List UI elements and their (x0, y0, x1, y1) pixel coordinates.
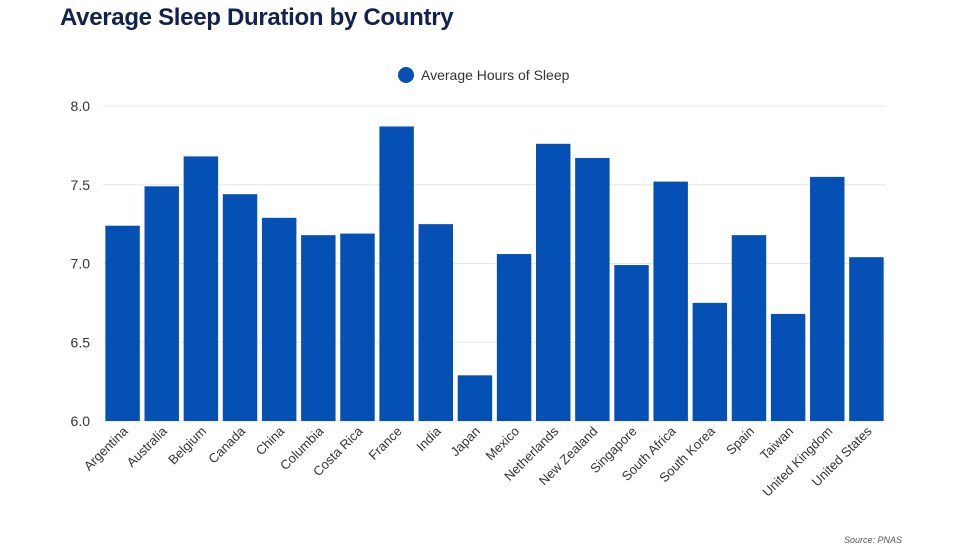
x-tick-label-france: France (366, 424, 405, 463)
gridlines (103, 105, 886, 422)
bar-india (418, 224, 454, 421)
bars (105, 126, 884, 422)
x-tick-label-china: China (253, 423, 288, 458)
bar-united-kingdom (810, 176, 845, 421)
bar-netherlands (535, 143, 571, 422)
chart-title: Average Sleep Duration by Country (60, 4, 454, 31)
x-tick-label-argentina: Argentina (81, 423, 132, 474)
bar-argentina (105, 225, 140, 421)
bar-columbia (301, 235, 336, 421)
y-tick-label-1: 6.5 (71, 334, 91, 350)
bar-china (261, 217, 297, 421)
bar-south-africa (653, 181, 688, 421)
legend-label: Average Hours of Sleep (421, 67, 570, 83)
bar-canada (222, 194, 258, 421)
x-tick-label-india: India (413, 423, 444, 454)
bar-japan (457, 375, 493, 421)
bar-australia (144, 186, 179, 421)
y-tick-label-3: 7.5 (71, 177, 91, 193)
bar-united-states (849, 257, 884, 421)
y-axis-ticks: 6.0 6.5 7.0 7.5 8.0 (71, 98, 91, 429)
x-tick-label-japan: Japan (447, 424, 483, 460)
bar-new-zealand (575, 157, 610, 421)
x-tick-label-united-kingdom: United Kingdom (759, 424, 835, 500)
bar-belgium (183, 156, 219, 421)
x-tick-label-australia: Australia (123, 423, 170, 470)
bar-taiwan (770, 313, 806, 421)
x-tick-label-spain: Spain (723, 424, 757, 458)
bar-south-korea (692, 302, 728, 421)
bar-singapore (614, 265, 649, 421)
x-tick-label-canada: Canada (205, 423, 248, 466)
bar-spain (731, 235, 767, 421)
y-tick-label-4: 8.0 (71, 98, 91, 114)
bar-france (379, 126, 414, 421)
y-tick-label-0: 6.0 (71, 413, 91, 429)
x-tick-label-belgium: Belgium (165, 424, 209, 468)
legend-marker (398, 67, 414, 83)
source-note: Source: PNAS (843, 535, 902, 545)
legend: Average Hours of Sleep (398, 67, 570, 83)
y-tick-label-2: 7.0 (71, 256, 91, 272)
bar-mexico (496, 254, 532, 421)
bar-costa-rica (340, 233, 375, 421)
